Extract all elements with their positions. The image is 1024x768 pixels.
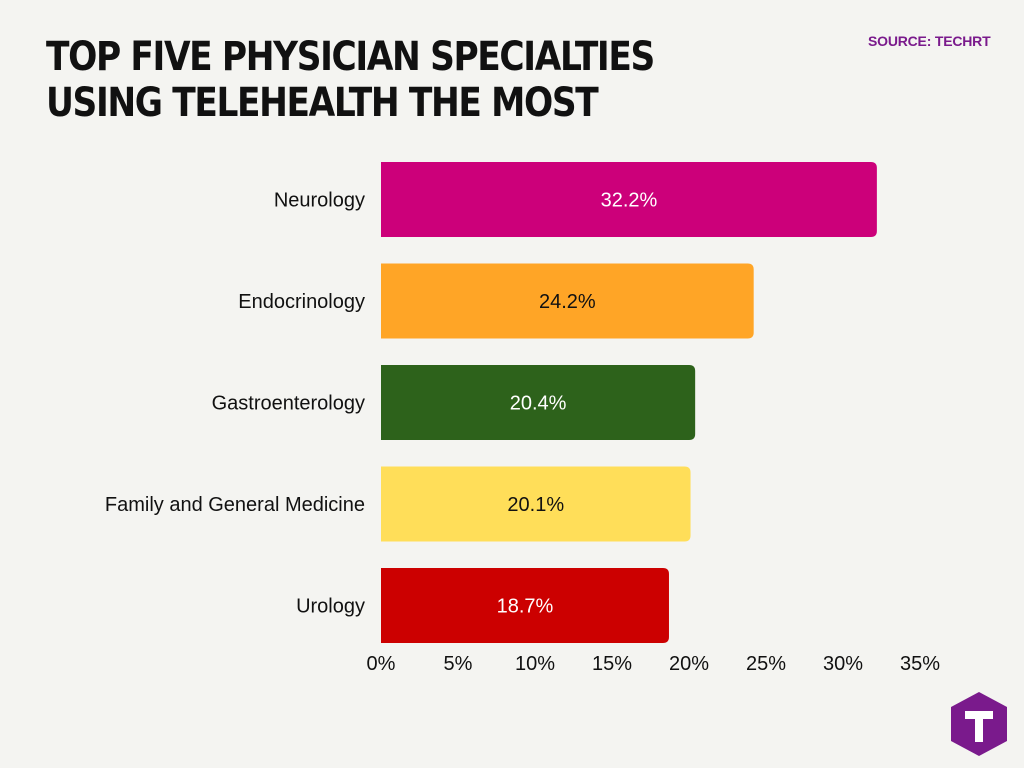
category-label: Urology [296, 596, 365, 618]
source-label: SOURCE: TECHRT [868, 33, 991, 49]
bar-neurology [381, 162, 877, 237]
data-label: 24.2% [539, 291, 596, 313]
data-label: 18.7% [497, 596, 554, 618]
techrt-logo-icon [948, 690, 1010, 758]
x-tick-label: 30% [823, 653, 863, 675]
bar-family-and-general-medicine [381, 466, 691, 542]
x-tick-label: 0% [367, 653, 396, 675]
category-label: Endocrinology [238, 291, 365, 313]
chart-title: TOP FIVE PHYSICIAN SPECIALTIES USING TEL… [46, 34, 655, 126]
x-tick-label: 35% [900, 653, 940, 675]
bar-endocrinology [381, 263, 754, 339]
category-label: Family and General Medicine [105, 494, 365, 516]
bar-gastroenterology [381, 365, 696, 440]
data-label: 32.2% [601, 190, 658, 212]
data-label: 20.1% [507, 494, 564, 516]
bar-urology [381, 568, 669, 643]
category-label: Neurology [274, 190, 365, 212]
logo-letter-t [965, 711, 993, 742]
x-tick-label: 25% [746, 653, 786, 675]
category-label: Gastroenterology [212, 393, 365, 415]
data-label: 20.4% [510, 393, 567, 415]
x-tick-label: 10% [515, 653, 555, 675]
x-tick-label: 20% [669, 653, 709, 675]
x-tick-label: 15% [592, 653, 632, 675]
x-tick-label: 5% [444, 653, 473, 675]
